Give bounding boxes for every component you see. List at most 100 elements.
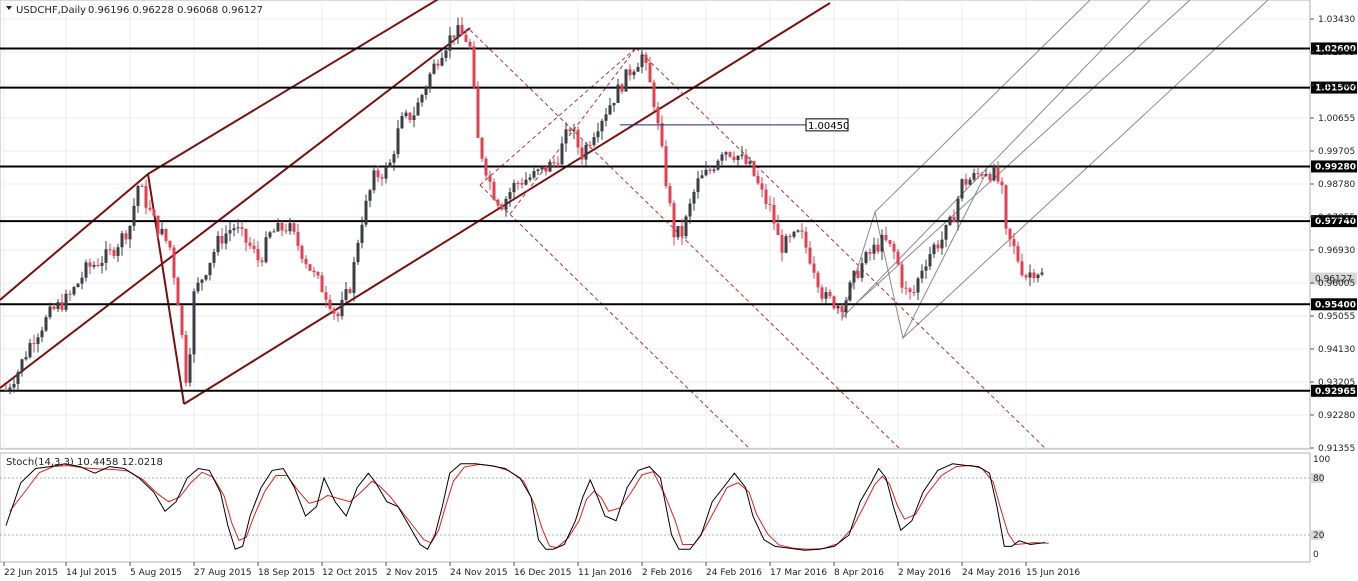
candle-body: [672, 203, 676, 238]
candle-body: [488, 175, 492, 182]
candle-body: [884, 234, 888, 241]
candle-body: [220, 235, 224, 244]
candle-body: [1032, 272, 1036, 279]
candle-body: [404, 112, 408, 117]
collapse-triangle-icon[interactable]: [6, 6, 12, 10]
candle-body: [836, 305, 840, 309]
candle-body: [752, 161, 756, 176]
candle-body: [992, 167, 996, 181]
candle-body: [52, 306, 56, 310]
candle-body: [888, 240, 892, 244]
candle-body: [332, 308, 336, 314]
candle-body: [384, 166, 388, 179]
candle-body: [640, 54, 644, 68]
price-tick-label: 1.00655: [1318, 114, 1355, 124]
price-tick-label: 0.94130: [1318, 345, 1355, 355]
date-tick-label: 24 May 2016: [962, 568, 1021, 578]
thin-fork-median: [859, 0, 1191, 301]
candle-body: [936, 244, 940, 249]
candle-body: [240, 227, 244, 229]
candle-body: [908, 288, 912, 292]
candle-body: [92, 264, 96, 267]
candle-body: [868, 252, 872, 254]
candle-body: [284, 230, 288, 232]
stoch-level-tag: [1311, 473, 1323, 483]
candle-body: [952, 216, 956, 223]
candle-body: [632, 71, 636, 76]
candle-body: [508, 192, 512, 199]
candle-body: [764, 189, 768, 204]
date-tick-label: 18 Sep 2015: [258, 568, 315, 578]
candle-body: [344, 289, 348, 300]
candle-body: [876, 244, 880, 252]
candle-body: [88, 262, 92, 267]
candle-body: [968, 179, 972, 185]
candle-body: [504, 198, 508, 210]
candle-body: [924, 266, 928, 271]
candle-body: [608, 105, 612, 115]
candle-body: [744, 154, 748, 164]
candle-body: [312, 270, 316, 273]
candle-body: [948, 216, 952, 225]
candle-body: [376, 170, 380, 178]
candle-body: [748, 161, 752, 164]
candle-body: [568, 129, 572, 132]
candle-body: [540, 166, 544, 170]
candle-body: [360, 224, 364, 243]
candle-body: [40, 330, 44, 338]
candle-body: [732, 156, 736, 161]
price-annotation: 1.00450: [620, 118, 849, 132]
candle-body: [388, 162, 392, 167]
date-tick-label: 24 Nov 2015: [450, 568, 508, 578]
candle-body: [308, 264, 312, 271]
candle-body: [132, 205, 136, 226]
candle-body: [1012, 239, 1016, 247]
level-price-tag: [1311, 42, 1357, 55]
candle-body: [560, 143, 564, 165]
candle-body: [780, 235, 784, 253]
candle-body: [356, 242, 360, 263]
candle-body: [772, 204, 776, 224]
price-tick-label: 0.91355: [1318, 444, 1355, 454]
candle-body: [896, 251, 900, 265]
current-price-tag: [1311, 272, 1357, 285]
price-tick-label: 0.97855: [1318, 213, 1355, 223]
candle-body: [532, 171, 536, 178]
candle-body: [152, 209, 156, 216]
candle-body: [576, 129, 580, 148]
ohlc-readout: 0.96196 0.96228 0.96068 0.96127: [88, 5, 263, 16]
thin-fork-handle: [841, 174, 986, 340]
candle-body: [60, 302, 64, 310]
candle-body: [696, 178, 700, 193]
level-price-tag: [1311, 298, 1357, 311]
candle-body: [124, 233, 128, 240]
candle-body: [320, 275, 324, 293]
candle-body: [980, 173, 984, 176]
candle-body: [364, 200, 368, 225]
level-price-label: 0.97740: [1315, 217, 1356, 227]
candle-body: [244, 228, 248, 243]
candle-body: [972, 173, 976, 180]
candle-body: [616, 84, 620, 103]
candle-body: [932, 244, 936, 255]
candle-body: [916, 278, 920, 293]
candle-body: [140, 185, 144, 187]
candle-body: [976, 173, 980, 175]
candle-body: [136, 185, 140, 206]
candle-body: [396, 128, 400, 155]
candle-body: [252, 245, 256, 249]
candle-body: [64, 293, 68, 310]
candle-body: [688, 203, 692, 217]
candle-body: [856, 270, 860, 278]
candle-body: [996, 167, 1000, 182]
candle-body: [56, 302, 60, 310]
candle-body: [336, 313, 340, 317]
price-tick-label: 0.92280: [1318, 411, 1355, 421]
grid-layer: [0, 0, 1310, 562]
date-tick-label: 2 Nov 2015: [386, 568, 438, 578]
candle-body: [456, 25, 460, 38]
level-price-label: 0.92965: [1315, 387, 1356, 397]
level-price-label: 1.02600: [1315, 44, 1356, 54]
price-tick-label: 0.93205: [1318, 378, 1355, 388]
candle-body: [76, 283, 80, 288]
